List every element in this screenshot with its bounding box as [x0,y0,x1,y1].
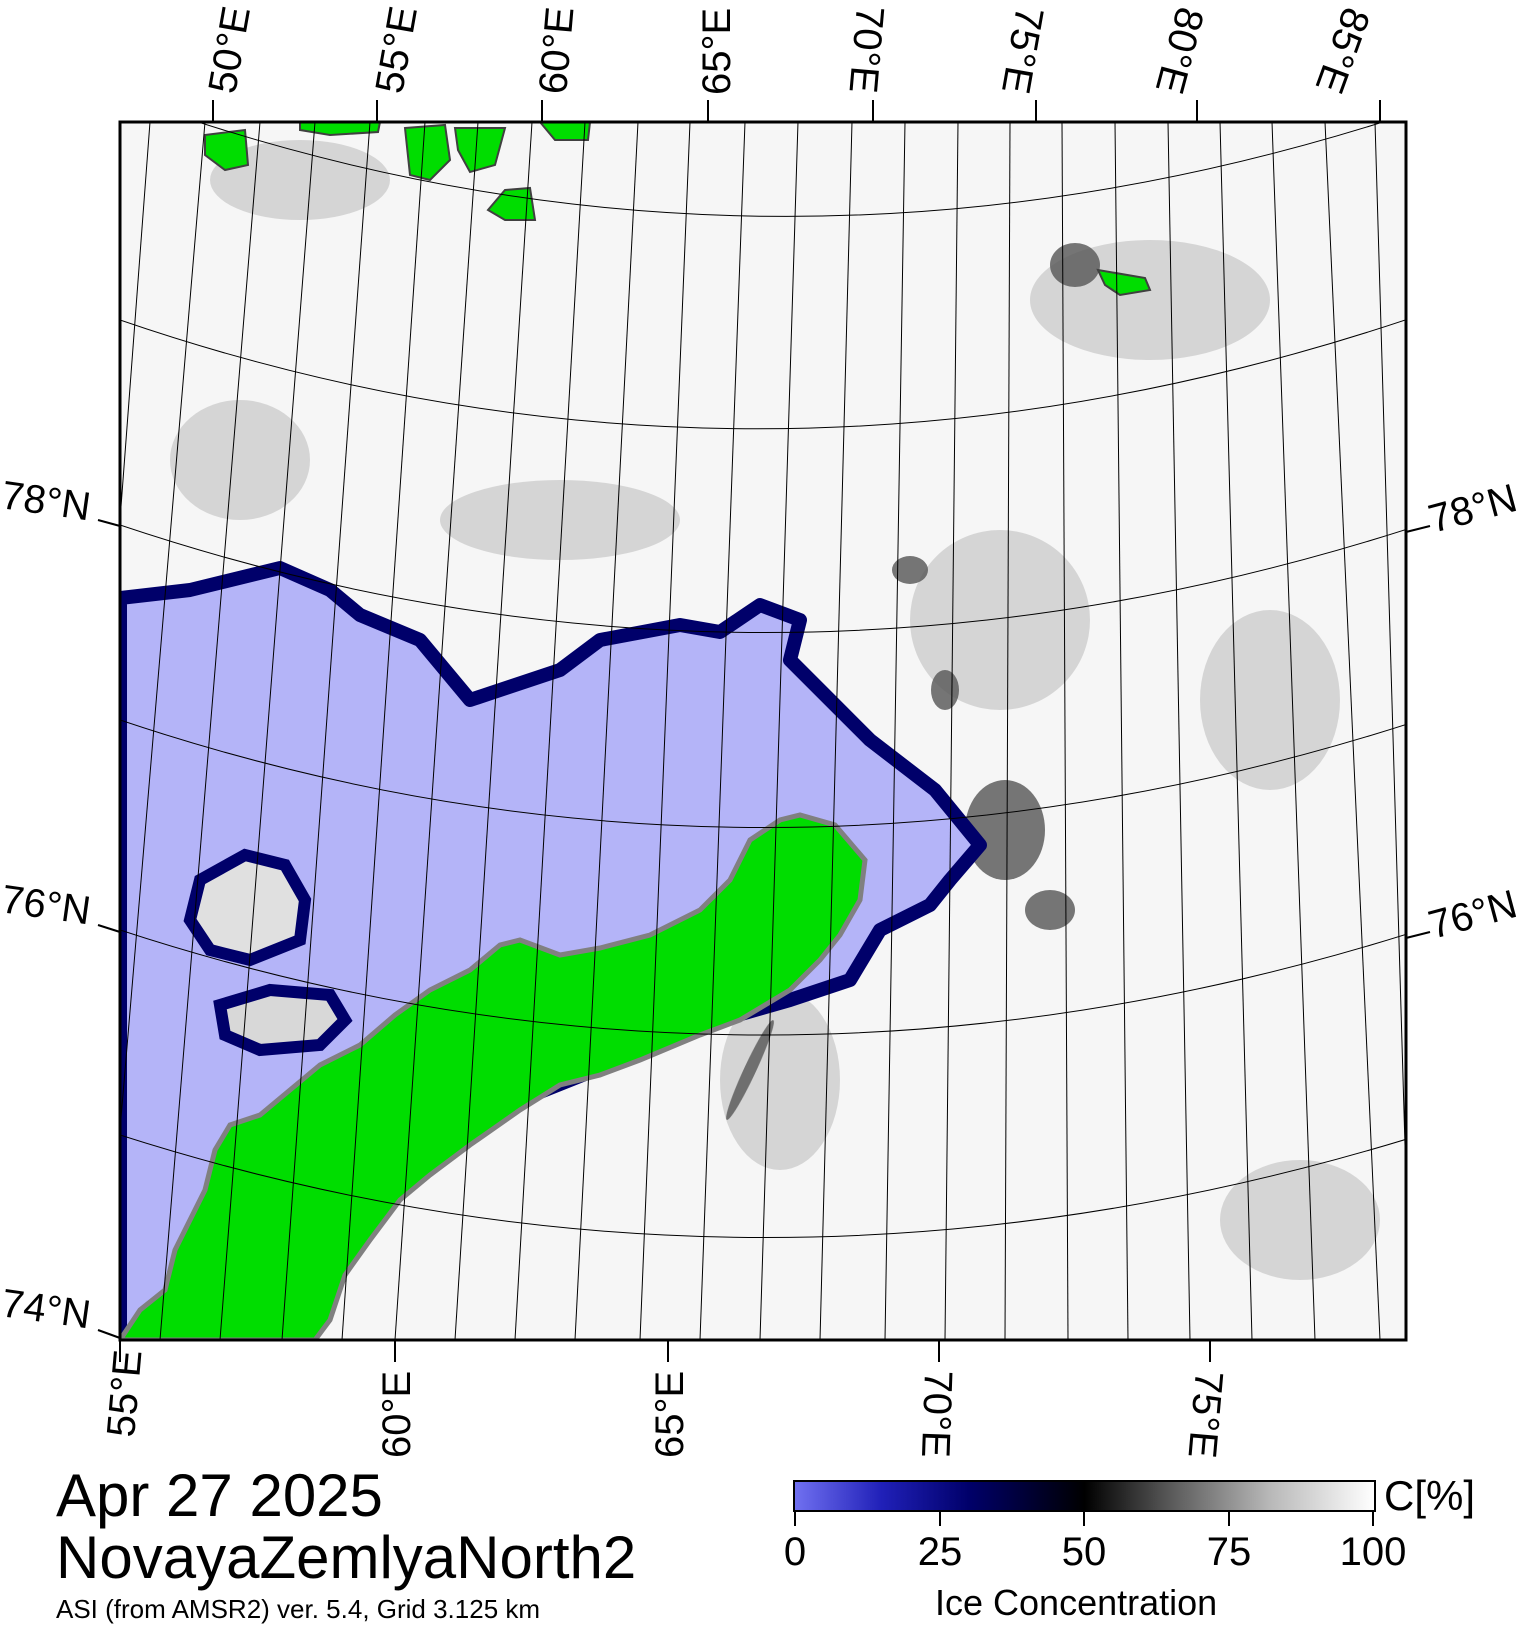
colorbar-tick [1228,1512,1230,1526]
colorbar-tick-label: 100 [1339,1530,1407,1574]
bottom-lon-label: 75°E [1179,1369,1230,1460]
top-lon-label: 50°E [201,3,259,96]
top-lon-label: 75°E [993,3,1051,96]
region-name: NovayaZemlyaNorth2 [56,1524,637,1591]
top-lon-label: 80°E [1147,3,1212,99]
frame-ticks [97,100,1431,1362]
colorbar-tick [939,1512,941,1526]
left-lat-label: 76°N [0,877,93,933]
ice-floe-patch [213,983,353,1057]
top-lon-label: 70°E [840,4,891,95]
bottom-lon-label: 65°E [648,1371,692,1458]
colorbar-title: Ice Concentration [935,1582,1218,1623]
ice-texture [170,140,1380,1280]
right-lat-label: 76°N [1424,882,1522,948]
colorbar-tick-label: 50 [1061,1530,1107,1574]
island-ice-patch [183,848,312,967]
franz-josef-land-islands [204,122,592,221]
colorbar-tick [1083,1512,1085,1526]
colorbar [793,1480,1376,1512]
ushakov-island [1096,268,1152,297]
bottom-lon-label: 55°E [99,1348,150,1439]
left-lat-label: 78°N [0,473,93,529]
top-lon-label: 55°E [368,3,426,96]
right-lat-label: 78°N [1424,476,1522,542]
novaya-zemlya-land [120,812,868,1340]
graticule [120,122,1406,1340]
map-date: Apr 27 2025 [56,1462,383,1529]
top-lon-label: 65°E [695,8,739,95]
colorbar-tick-label: 75 [1206,1530,1252,1574]
colorbar-unit: C[%] [1384,1472,1476,1519]
product-subtitle: ASI (from AMSR2) ver. 5.4, Grid 3.125 km [56,1594,541,1624]
colorbar-tick-label: 25 [917,1530,963,1574]
map-frame [118,120,1408,1342]
top-lon-label: 85°E [1307,2,1378,99]
colorbar-tick [1372,1512,1374,1526]
bottom-lon-label: 60°E [375,1371,419,1458]
top-lon-label: 60°E [531,5,582,96]
left-lat-label: 74°N [0,1281,93,1337]
colorbar-tick-label: 0 [783,1530,807,1574]
bottom-lon-label: 70°E [913,1370,960,1459]
colorbar-tick [794,1512,796,1526]
